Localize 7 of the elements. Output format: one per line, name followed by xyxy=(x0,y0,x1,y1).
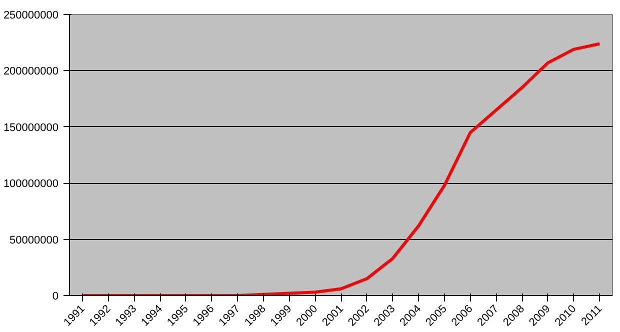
y-tick-label: 150000000 xyxy=(3,122,59,134)
y-tick-label: 250000000 xyxy=(3,10,59,22)
line-series xyxy=(80,42,602,296)
y-tick-label: 50000000 xyxy=(10,234,59,246)
y-tick-label: 200000000 xyxy=(3,66,59,78)
y-tick-label: 0 xyxy=(52,290,59,302)
y-tick-label: 100000000 xyxy=(3,178,59,190)
